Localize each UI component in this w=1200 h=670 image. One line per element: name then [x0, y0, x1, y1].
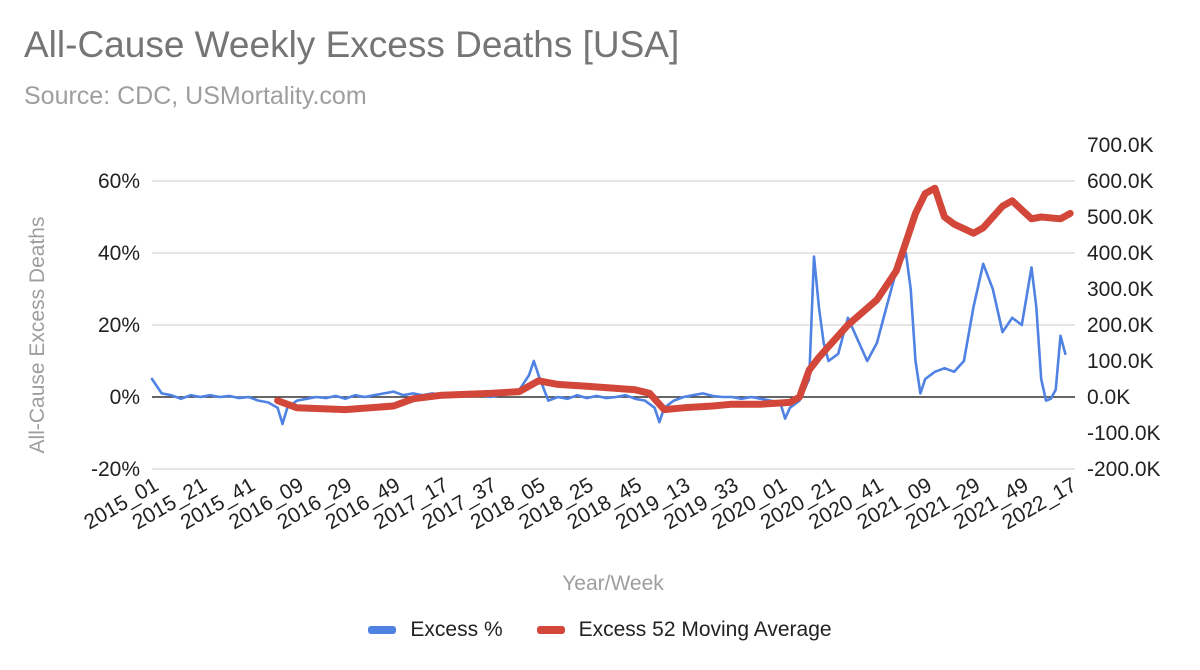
series-line-excess-pct — [150, 251, 1067, 426]
x-axis-title: Year/Week — [562, 572, 664, 595]
legend-swatch-moving-average — [536, 626, 565, 634]
legend-swatch-excess-pct — [368, 626, 397, 634]
y-right-tick-label: 300.0K — [1087, 278, 1154, 301]
legend-label-excess-pct: Excess % — [410, 618, 503, 641]
y-right-tick-label: 600.0K — [1087, 170, 1154, 193]
y-right-tick-label: -200.0K — [1087, 458, 1161, 481]
y-left-tick-label: 60% — [98, 170, 140, 193]
legend: Excess % Excess 52 Moving Average — [0, 618, 1200, 642]
y-right-tick-label: 0.0K — [1087, 386, 1130, 409]
y-right-tick-label: 100.0K — [1087, 350, 1154, 373]
y-right-tick-label: 400.0K — [1087, 242, 1154, 265]
chart-title: All-Cause Weekly Excess Deaths [USA] — [24, 24, 680, 65]
y-left-tick-label: 40% — [98, 242, 140, 265]
y-left-tick-label: -20% — [91, 458, 140, 481]
legend-item-excess-pct[interactable]: Excess % — [368, 618, 503, 642]
chart-subtitle: Source: CDC, USMortality.com — [24, 82, 367, 110]
y-right-tick-label: -100.0K — [1087, 422, 1161, 445]
series-line-moving-average — [274, 184, 1074, 414]
y-left-tick-label: 0% — [110, 386, 140, 409]
y-right-tick-label: 200.0K — [1087, 314, 1154, 337]
y-axis-title: All-Cause Excess Deaths — [26, 217, 49, 454]
y-left-tick-label: 20% — [98, 314, 140, 337]
legend-item-moving-average[interactable]: Excess 52 Moving Average — [536, 618, 832, 642]
y-right-tick-label: 700.0K — [1087, 134, 1154, 157]
y-right-tick-label: 500.0K — [1087, 206, 1154, 229]
legend-label-moving-average: Excess 52 Moving Average — [578, 618, 832, 641]
